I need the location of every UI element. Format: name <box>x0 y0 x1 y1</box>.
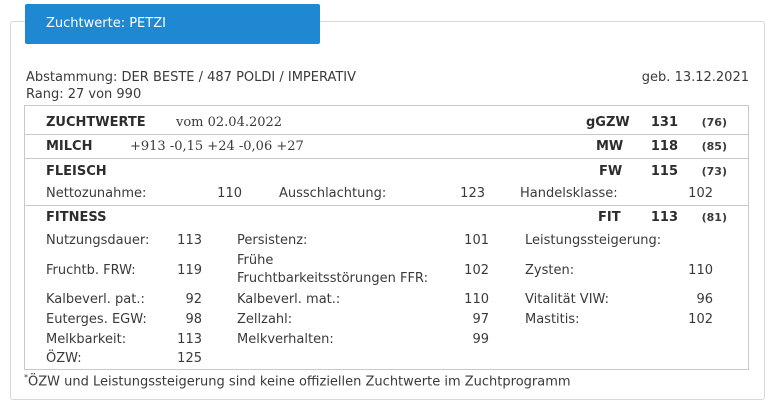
value-label: Frühe <box>237 253 274 268</box>
value-number: 96 <box>696 292 713 307</box>
divider <box>25 158 749 159</box>
zuchtwerte-label: ZUCHTWERTE <box>46 115 146 130</box>
mw-accuracy: (85) <box>701 140 727 153</box>
milch-values: +913 -0,15 +24 -0,06 +27 <box>130 139 304 154</box>
breeding-values-card <box>10 21 765 400</box>
value-number: 102 <box>688 186 713 201</box>
tab-title: Zuchtwerte: PETZI <box>46 16 166 31</box>
fleisch-label: FLEISCH <box>46 164 107 179</box>
value-label: Kalbeverl. mat.: <box>237 292 341 307</box>
value-number: 92 <box>185 292 202 307</box>
value-label: Kalbeverl. pat.: <box>46 292 145 307</box>
rank-text: Rang: 27 von 990 <box>26 87 142 102</box>
value-label: Zellzahl: <box>237 312 293 327</box>
value-number: 98 <box>185 312 202 327</box>
value-number: 125 <box>177 351 202 366</box>
value-number: 110 <box>464 292 489 307</box>
value-label: Vitalität VIW: <box>525 292 609 307</box>
divider <box>25 205 749 206</box>
fit-key: FIT <box>598 210 621 225</box>
footnote: *ÖZW und Leistungssteigerung sind keine … <box>24 373 571 389</box>
values-table <box>24 105 749 370</box>
fw-key: FW <box>599 164 623 179</box>
birth-date: geb. 13.12.2021 <box>641 70 749 85</box>
value-number: 99 <box>472 332 489 347</box>
value-label: Nettozunahme: <box>46 186 147 201</box>
value-number: 102 <box>464 263 489 278</box>
value-label: Nutzungsdauer: <box>46 233 150 248</box>
mw-value: 118 <box>650 139 678 154</box>
value-number: 110 <box>217 186 242 201</box>
value-label: Euterges. EGW: <box>46 312 147 327</box>
fw-accuracy: (73) <box>701 165 727 178</box>
fit-accuracy: (81) <box>701 211 727 224</box>
value-number: 102 <box>688 312 713 327</box>
value-number: 113 <box>177 332 202 347</box>
fit-value: 113 <box>650 210 678 225</box>
tab-breeding-values[interactable]: Zuchtwerte: PETZI <box>25 4 320 44</box>
footnote-text: ÖZW und Leistungssteigerung sind keine o… <box>28 374 571 390</box>
value-label: Persistenz: <box>237 233 308 248</box>
milch-label: MILCH <box>46 139 93 154</box>
divider <box>25 134 749 135</box>
mw-key: MW <box>596 139 624 154</box>
value-number: 123 <box>460 186 485 201</box>
footnote-star: * <box>24 373 28 382</box>
fw-value: 115 <box>650 164 678 179</box>
value-label: Fruchtbarkeitsstörungen FFR: <box>237 271 428 286</box>
value-label: Leistungssteigerung: <box>525 233 662 248</box>
value-label: Mastitis: <box>525 312 580 327</box>
value-label: Melkbarkeit: <box>46 332 127 347</box>
value-label: Ausschlachtung: <box>279 186 387 201</box>
ggzw-accuracy: (76) <box>701 116 727 129</box>
ggzw-value: 131 <box>650 115 678 130</box>
value-label: ÖZW: <box>46 351 82 366</box>
value-number: 119 <box>177 263 202 278</box>
value-label: Fruchtb. FRW: <box>46 263 136 278</box>
value-label: Melkverhalten: <box>237 332 334 347</box>
value-label: Handelsklasse: <box>520 186 618 201</box>
value-number: 97 <box>472 312 489 327</box>
value-label: Zysten: <box>525 263 575 278</box>
fitness-label: FITNESS <box>46 210 107 225</box>
value-number: 110 <box>688 263 713 278</box>
value-number: 113 <box>177 233 202 248</box>
ggzw-key: gGZW <box>586 115 630 130</box>
zuchtwerte-date: vom 02.04.2022 <box>176 115 283 130</box>
value-number: 101 <box>464 233 489 248</box>
pedigree-text: Abstammung: DER BESTE / 487 POLDI / IMPE… <box>26 70 357 85</box>
